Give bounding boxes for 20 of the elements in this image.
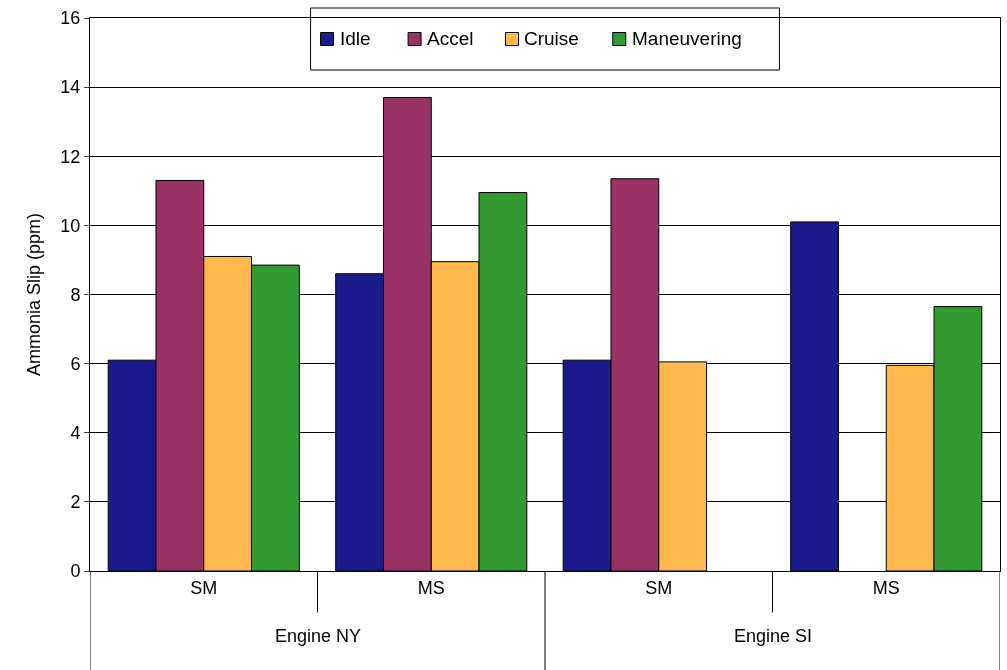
y-tick-label: 16 [60, 8, 81, 29]
legend-label: Idle [340, 28, 371, 49]
y-tick-label: 10 [60, 215, 81, 236]
x-tick-label: MS [872, 577, 900, 598]
y-tick-label: 8 [70, 284, 81, 305]
text: Engine SI [734, 626, 813, 646]
x-tick-label: MS [417, 577, 445, 598]
y-tick-label: 14 [60, 77, 81, 98]
y-tick-label: 0 [70, 561, 81, 582]
y-tick-label: 12 [60, 146, 81, 167]
x-tick-label: SM [645, 577, 673, 598]
y-tick-label: 4 [70, 423, 81, 444]
legend-label: Accel [427, 28, 474, 49]
x-tick-label: SM [190, 577, 218, 598]
legend-label: Maneuvering [632, 28, 742, 49]
y-axis-title: Ammonia Slip (ppm) [23, 212, 44, 377]
legend-label: Cruise [524, 28, 579, 49]
y-tick-label: 6 [70, 353, 81, 374]
text: Engine NY [275, 626, 362, 646]
y-tick-label: 2 [70, 492, 81, 513]
